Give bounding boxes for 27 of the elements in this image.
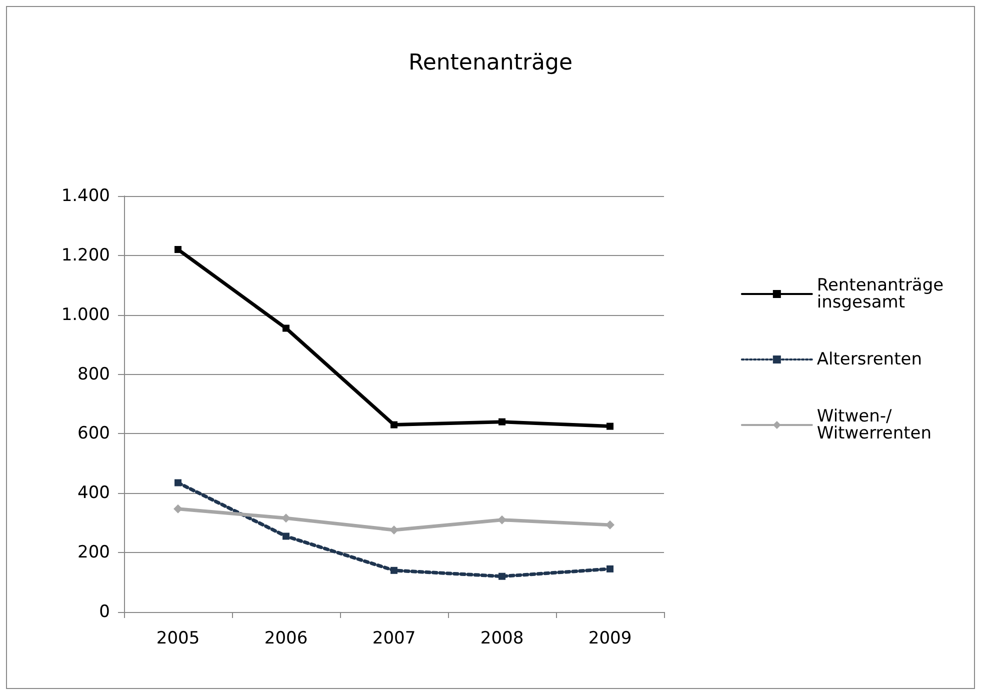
legend-label: Witwen-/ Witwerrenten xyxy=(816,406,932,444)
legend-label: Rentenanträge insgesamt xyxy=(816,276,950,312)
y-tick-label: 800 xyxy=(78,364,110,384)
y-tick-label: 1.400 xyxy=(61,186,110,206)
y-tick-label: 400 xyxy=(78,483,110,504)
point xyxy=(282,324,290,332)
legend-label: Altersrenten xyxy=(816,350,922,370)
point xyxy=(282,532,290,540)
x-tick-label: 2007 xyxy=(372,628,416,648)
point xyxy=(498,572,506,580)
point xyxy=(498,418,506,426)
y-tick-label: 1.200 xyxy=(61,245,110,266)
point xyxy=(606,565,614,572)
y-tick-label: 200 xyxy=(78,542,110,563)
point xyxy=(390,421,398,428)
point xyxy=(174,246,182,253)
point xyxy=(390,566,398,574)
x-tick-label: 2009 xyxy=(588,628,632,648)
x-tick-label: 2006 xyxy=(264,628,308,648)
y-tick-label: 0 xyxy=(99,602,110,622)
y-tick-label: 600 xyxy=(78,424,110,444)
x-tick-label: 2008 xyxy=(480,628,524,648)
point xyxy=(606,422,614,430)
point xyxy=(174,479,182,486)
x-tick-label: 2005 xyxy=(156,628,200,648)
chart-title: Rentenanträge xyxy=(408,50,572,76)
y-tick-label: 1.000 xyxy=(61,304,110,325)
